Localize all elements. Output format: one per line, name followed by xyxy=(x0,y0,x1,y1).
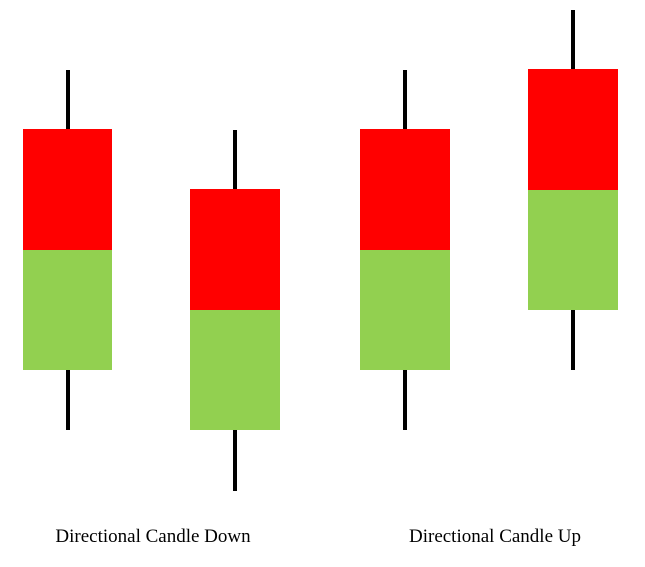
upper-wick xyxy=(403,70,407,129)
bullish-body-segment xyxy=(190,310,280,430)
lower-wick xyxy=(233,430,237,491)
lower-wick xyxy=(403,370,407,430)
bullish-body-segment xyxy=(528,190,618,310)
candlestick xyxy=(360,70,450,430)
label-directional-candle-up: Directional Candle Up xyxy=(408,526,582,547)
lower-wick xyxy=(571,310,575,370)
upper-wick xyxy=(65,70,70,129)
bearish-body-segment xyxy=(23,129,112,250)
lower-wick xyxy=(65,370,70,430)
bearish-body-segment xyxy=(528,69,618,190)
upper-wick xyxy=(233,130,237,189)
label-directional-candle-down: Directional Candle Down xyxy=(55,526,251,547)
candlestick xyxy=(23,70,112,430)
upper-wick xyxy=(571,10,575,69)
bearish-body-segment xyxy=(360,129,450,250)
candlestick xyxy=(528,10,618,370)
bearish-body-segment xyxy=(190,189,280,310)
candlestick xyxy=(190,130,280,491)
bullish-body-segment xyxy=(360,250,450,370)
bullish-body-segment xyxy=(23,250,112,370)
